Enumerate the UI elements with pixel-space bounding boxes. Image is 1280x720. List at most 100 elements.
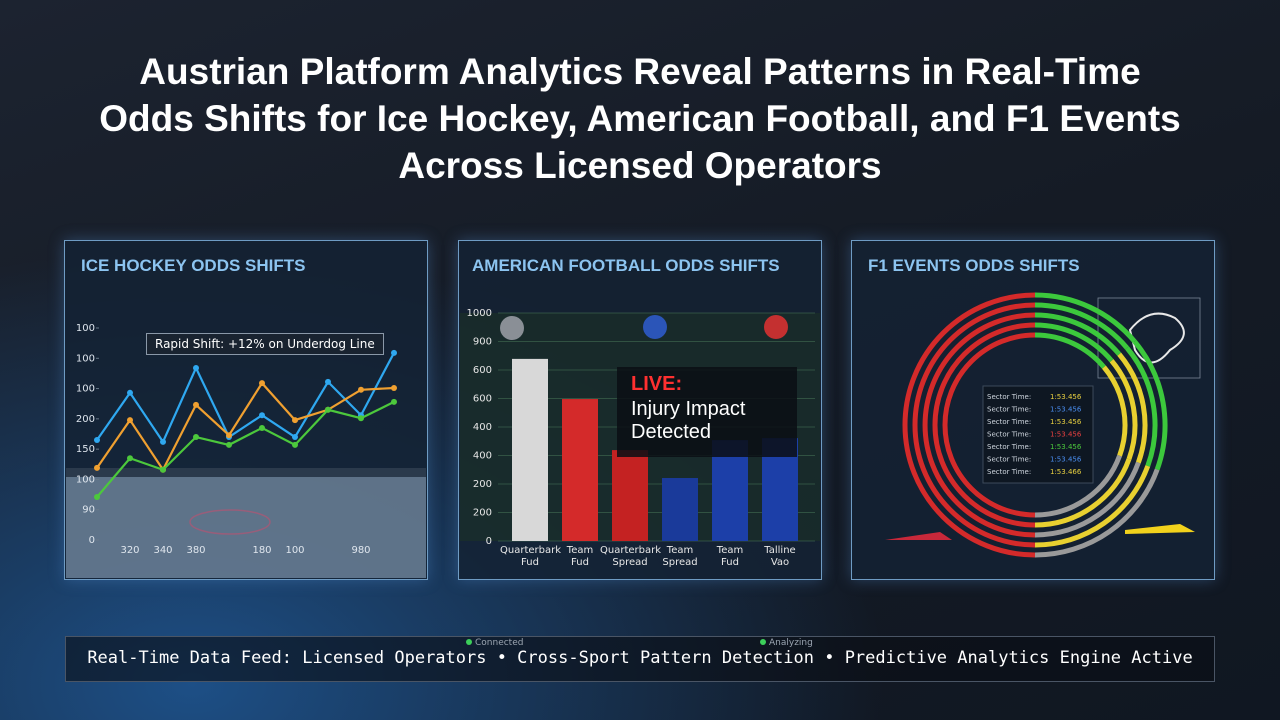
x-tick-label: 180 — [252, 545, 271, 556]
sector-value: 1:53.456 — [1050, 431, 1082, 439]
point — [259, 424, 265, 431]
sector-value: 1:53.456 — [1050, 443, 1082, 451]
title: Austrian Platform Analytics Reveal Patte… — [99, 51, 1181, 186]
panel-title: F1 EVENTS ODDS SHIFTS — [868, 256, 1080, 275]
y-tick-label: 100 — [76, 384, 95, 395]
y-tick-label: 600 — [473, 394, 492, 405]
point — [94, 464, 100, 471]
sector-label: Sector Time: — [987, 468, 1031, 476]
x-tick-label: 980 — [351, 545, 370, 556]
sector-label: Sector Time: — [987, 456, 1031, 464]
point — [193, 364, 199, 371]
panel-title: AMERICAN FOOTBALL ODDS SHIFTS — [472, 256, 780, 275]
helmet — [643, 315, 667, 339]
sector-value: 1:53.456 — [1050, 456, 1082, 464]
y-tick-label: 100 — [76, 474, 95, 485]
point — [127, 417, 133, 424]
y-tick-label: 200 — [473, 479, 492, 490]
bar — [562, 399, 598, 541]
car — [885, 532, 952, 540]
bar — [512, 358, 548, 541]
status: Analyzing — [760, 638, 813, 648]
ring-arc — [922, 312, 1036, 538]
point — [325, 406, 331, 413]
ring-arc — [1102, 365, 1128, 457]
sector-value: 1:53.466 — [1050, 468, 1082, 476]
helmet — [500, 316, 524, 340]
point — [358, 386, 364, 393]
x-tick-label: 100 — [285, 545, 304, 556]
point — [391, 384, 397, 391]
point — [193, 401, 199, 408]
ring-arc — [1034, 465, 1151, 548]
live-label: LIVE: — [631, 373, 683, 395]
sector-value: 1:53.456 — [1050, 406, 1082, 414]
panel — [64, 240, 428, 580]
bar — [612, 450, 648, 541]
y-tick-label: 400 — [473, 422, 492, 433]
point — [259, 380, 265, 387]
sector-value: 1:53.456 — [1050, 393, 1082, 401]
ring-arc — [1109, 359, 1138, 461]
sector-label: Sector Time: — [987, 443, 1031, 451]
sector-label: Sector Time: — [987, 418, 1031, 426]
ring-arc — [1034, 461, 1141, 538]
point — [358, 415, 364, 422]
y-tick-label: 150 — [76, 444, 95, 455]
point — [292, 417, 298, 424]
point — [325, 378, 331, 385]
ring-arc — [1125, 346, 1158, 467]
track-map — [1128, 312, 1185, 364]
point — [391, 398, 397, 405]
y-tick-label: 200 — [473, 508, 492, 519]
helmet — [764, 315, 788, 339]
point — [94, 437, 100, 444]
y-tick-label: 900 — [473, 337, 492, 348]
car — [1125, 524, 1195, 534]
y-tick-label: 200 — [76, 414, 95, 425]
x-tick-label: Quarterbark Spread — [600, 545, 662, 568]
point — [127, 455, 133, 462]
y-tick-label: 600 — [473, 365, 492, 376]
ring-arc — [1034, 302, 1129, 350]
sector-label: Sector Time: — [987, 406, 1031, 414]
x-tick-label: 340 — [153, 545, 172, 556]
y-tick-label: 90 — [82, 505, 95, 516]
annotation: Rapid Shift: +12% on Underdog Line — [146, 333, 384, 355]
y-tick-label: 100 — [76, 353, 95, 364]
x-tick-label: Quarterbark Fud — [500, 545, 562, 568]
ring-arc — [902, 292, 1036, 558]
y-tick-label: 0 — [89, 535, 95, 546]
live-annotation: Injury Impact Detected — [631, 398, 746, 443]
ring-arc — [1034, 292, 1137, 344]
ring-arc — [1117, 352, 1148, 464]
footer — [65, 636, 1215, 682]
y-tick-label: 0 — [486, 536, 492, 547]
panel-title: ICE HOCKEY ODDS SHIFTS — [81, 256, 306, 275]
point — [160, 438, 166, 445]
sector-label: Sector Time: — [987, 393, 1031, 401]
track-map-box — [1097, 297, 1201, 379]
ring-arc — [1034, 468, 1160, 558]
ring-arc — [1034, 454, 1122, 518]
status: Connected — [466, 638, 523, 648]
x-tick-label: 320 — [120, 545, 139, 556]
sector-box — [982, 385, 1094, 484]
point — [94, 493, 100, 500]
ring-arc — [912, 302, 1036, 548]
point — [193, 434, 199, 441]
ring-arc — [942, 332, 1036, 518]
point — [292, 434, 298, 441]
ring-arc — [1034, 332, 1106, 369]
point — [127, 389, 133, 396]
footer-text: Real-Time Data Feed: Licensed Operators … — [87, 648, 1193, 668]
live-box: LIVE: Injury Impact Detected — [617, 367, 797, 457]
ring-arc — [1034, 312, 1122, 356]
x-tick-label: Talline Vao — [764, 545, 796, 568]
bar — [662, 478, 698, 541]
faceoff-circle — [189, 509, 271, 535]
point — [391, 349, 397, 356]
y-tick-label: 100 — [76, 323, 95, 334]
